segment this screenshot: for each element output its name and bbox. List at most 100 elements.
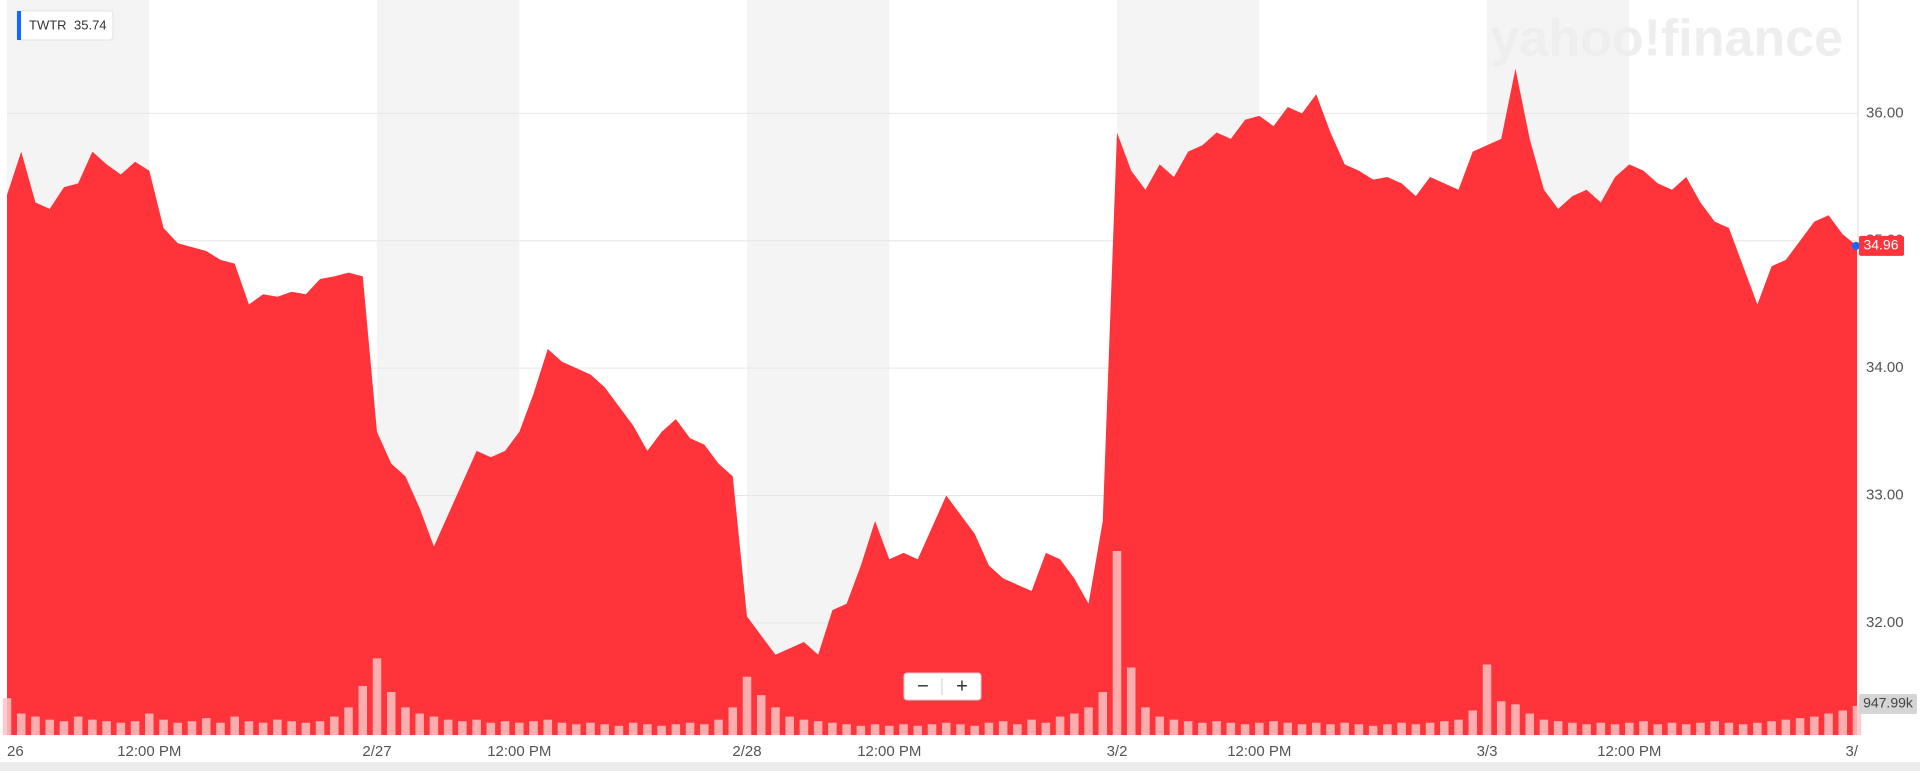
volume-bar [59, 721, 69, 735]
volume-bar [287, 721, 296, 735]
volume-bar [614, 725, 624, 735]
legend: TWTR 35.74 [16, 10, 114, 41]
volume-bar [1568, 722, 1577, 735]
volume-bar [116, 722, 126, 735]
volume-bar [500, 721, 510, 735]
volume-bar [1311, 722, 1321, 735]
volume-bar [1511, 704, 1520, 735]
volume-bar [386, 692, 396, 735]
volume-bar [1810, 716, 1819, 735]
volume-bar [799, 719, 809, 735]
x-tick-label: 12:00 PM [487, 743, 551, 760]
volume-bar [742, 676, 752, 735]
volume-bar [1724, 722, 1734, 735]
volume-bar [728, 707, 738, 735]
volume-bar [1411, 724, 1421, 735]
volume-bar [159, 719, 168, 735]
volume-bar [344, 707, 353, 735]
volume-bar [258, 722, 268, 735]
volume-bar [1596, 722, 1606, 735]
volume-bar [1013, 724, 1022, 735]
x-tick-label: 26 [7, 743, 24, 760]
zoom-controls: − + [903, 672, 982, 701]
legend-symbol: TWTR [29, 17, 67, 32]
volume-bar [813, 721, 823, 735]
volume-bar [102, 721, 111, 735]
volume-bar [1283, 722, 1293, 735]
volume-bar [671, 724, 681, 735]
volume-tag [1859, 694, 1917, 714]
volume-bar [685, 722, 695, 735]
x-tick-label: 2/27 [362, 743, 391, 760]
volume-bar [756, 695, 766, 735]
x-tick-label: 3/3 [1477, 743, 1498, 760]
volume-bar [130, 721, 140, 735]
volume-bar [557, 722, 567, 735]
volume-bar [1212, 721, 1221, 735]
volume-label: 947.99k [1863, 695, 1914, 711]
volume-bar [1781, 719, 1791, 735]
volume-bar [1753, 722, 1762, 735]
volume-bar [16, 713, 26, 735]
zoom-out-button[interactable]: − [917, 675, 929, 697]
volume-bar [443, 719, 453, 735]
volume-bar [1625, 722, 1634, 735]
volume-bar [842, 724, 851, 735]
volume-bar [785, 716, 794, 735]
volume-bar [1226, 722, 1236, 735]
last-price-tag [1859, 235, 1904, 256]
volume-bar [415, 713, 424, 735]
x-tick-label: 12:00 PM [857, 743, 921, 760]
volume-bar [31, 716, 40, 735]
volume-bar [828, 722, 837, 735]
volume-bar [1667, 722, 1677, 735]
volume-bar [543, 719, 553, 735]
y-tick-label: 32.00 [1866, 614, 1904, 631]
y-tick-label: 36.00 [1866, 104, 1904, 121]
volume-bar [628, 722, 638, 735]
volume-bar [515, 722, 524, 735]
volume-bar [301, 722, 311, 735]
volume-bar [1126, 667, 1136, 735]
volume-bar [1767, 721, 1776, 735]
volume-bar [1055, 716, 1065, 735]
volume-bar [472, 719, 481, 735]
volume-bar [401, 707, 410, 735]
volume-bar [1397, 722, 1406, 735]
volume-bar [330, 716, 339, 735]
volume-bar [1070, 713, 1079, 735]
zoom-in-button[interactable]: + [956, 675, 968, 697]
x-tick-label: 3/2 [1107, 743, 1128, 760]
volume-bar [600, 724, 609, 735]
volume-bar [1482, 664, 1492, 735]
volume-bar [1141, 707, 1150, 735]
volume-bar [1496, 701, 1506, 735]
y-tick-label: 34.00 [1866, 359, 1904, 376]
volume-bar [1183, 721, 1193, 735]
volume-bar [1084, 707, 1093, 735]
price-area [7, 68, 1857, 736]
volume-bar [73, 716, 83, 735]
volume-bar [1354, 724, 1364, 735]
volume-bar [1525, 713, 1534, 735]
volume-bar [870, 724, 880, 735]
volume-bar [1610, 724, 1620, 735]
volume-bar [529, 721, 538, 735]
volume-bar [771, 707, 780, 735]
volume-bar [1795, 718, 1805, 735]
volume-bar [358, 685, 368, 735]
volume-bar [486, 722, 496, 735]
volume-bar [1454, 719, 1463, 735]
volume-bar [913, 725, 923, 735]
volume-bar [1041, 722, 1051, 735]
volume-bar [1710, 721, 1719, 735]
volume-bar [201, 718, 211, 735]
volume-bar [1269, 721, 1278, 735]
volume-bar [956, 724, 965, 735]
x-tick-label: 12:00 PM [117, 743, 181, 760]
volume-bar [372, 658, 382, 735]
volume-bar [2, 698, 12, 735]
volume-bar [1098, 692, 1108, 735]
x-tick-label: 12:00 PM [1597, 743, 1661, 760]
